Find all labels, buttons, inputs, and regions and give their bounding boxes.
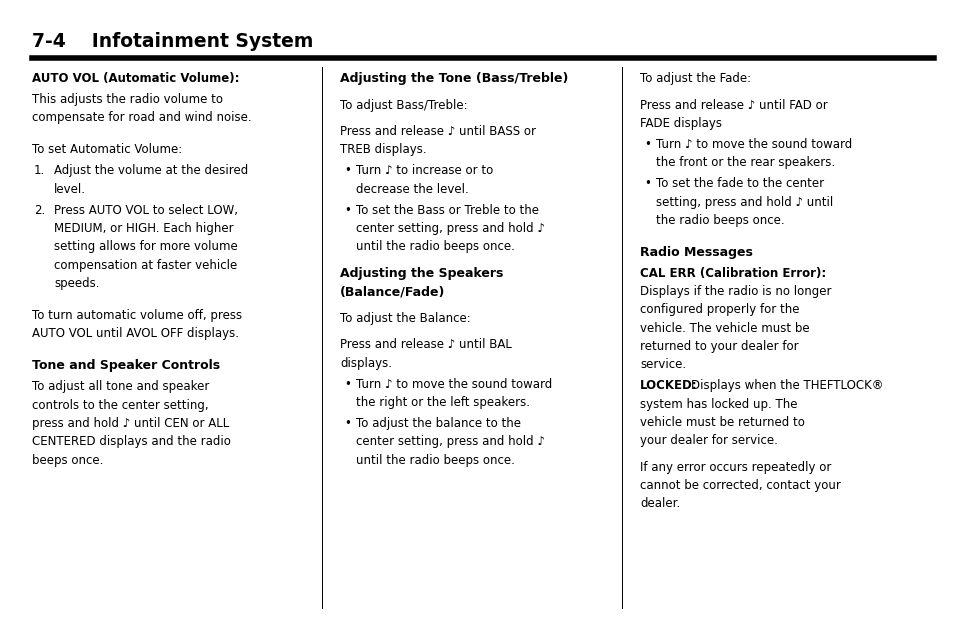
- Text: To adjust the balance to the: To adjust the balance to the: [355, 417, 520, 430]
- Text: To adjust Bass/Treble:: To adjust Bass/Treble:: [339, 98, 467, 112]
- Text: service.: service.: [639, 359, 685, 371]
- Text: •: •: [344, 417, 351, 430]
- Text: To adjust the Balance:: To adjust the Balance:: [339, 312, 470, 325]
- Text: •: •: [643, 138, 650, 151]
- Text: FADE displays: FADE displays: [639, 117, 721, 130]
- Text: To adjust all tone and speaker: To adjust all tone and speaker: [32, 380, 209, 394]
- Text: •: •: [344, 378, 351, 390]
- Text: •: •: [643, 177, 650, 190]
- Text: To set the fade to the center: To set the fade to the center: [656, 177, 823, 190]
- Text: Turn ♪ to move the sound toward: Turn ♪ to move the sound toward: [656, 138, 851, 151]
- Text: CAL ERR (Calibration Error):: CAL ERR (Calibration Error):: [639, 267, 825, 280]
- Text: To turn automatic volume off, press: To turn automatic volume off, press: [32, 309, 242, 322]
- Text: AUTO VOL (Automatic Volume):: AUTO VOL (Automatic Volume):: [32, 72, 239, 85]
- Text: controls to the center setting,: controls to the center setting,: [32, 399, 209, 412]
- Text: displays.: displays.: [339, 357, 392, 369]
- Text: your dealer for service.: your dealer for service.: [639, 434, 777, 447]
- Text: Turn ♪ to increase or to: Turn ♪ to increase or to: [355, 165, 493, 177]
- Text: AUTO VOL until AVOL OFF displays.: AUTO VOL until AVOL OFF displays.: [32, 327, 239, 340]
- Text: speeds.: speeds.: [54, 277, 99, 290]
- Text: Adjust the volume at the desired: Adjust the volume at the desired: [54, 165, 248, 177]
- Text: LOCKED:: LOCKED:: [639, 380, 697, 392]
- Text: 1.: 1.: [34, 165, 45, 177]
- Text: returned to your dealer for: returned to your dealer for: [639, 340, 798, 353]
- Text: the radio beeps once.: the radio beeps once.: [656, 214, 783, 227]
- Text: Press and release ♪ until BAL: Press and release ♪ until BAL: [339, 338, 512, 352]
- Text: press and hold ♪ until CEN or ALL: press and hold ♪ until CEN or ALL: [32, 417, 229, 430]
- Text: TREB displays.: TREB displays.: [339, 144, 426, 156]
- Text: cannot be corrected, contact your: cannot be corrected, contact your: [639, 479, 840, 492]
- Text: the right or the left speakers.: the right or the left speakers.: [355, 396, 530, 409]
- Text: beeps once.: beeps once.: [32, 454, 103, 466]
- Text: •: •: [344, 165, 351, 177]
- Text: Adjusting the Speakers: Adjusting the Speakers: [339, 267, 503, 280]
- Text: 7-4    Infotainment System: 7-4 Infotainment System: [32, 32, 313, 51]
- Text: Press AUTO VOL to select LOW,: Press AUTO VOL to select LOW,: [54, 204, 237, 217]
- Text: To set Automatic Volume:: To set Automatic Volume:: [32, 144, 182, 156]
- Text: center setting, press and hold ♪: center setting, press and hold ♪: [355, 435, 544, 449]
- Text: CENTERED displays and the radio: CENTERED displays and the radio: [32, 435, 231, 449]
- Text: compensate for road and wind noise.: compensate for road and wind noise.: [32, 112, 252, 124]
- Text: To set the Bass or Treble to the: To set the Bass or Treble to the: [355, 204, 538, 217]
- Text: center setting, press and hold ♪: center setting, press and hold ♪: [355, 222, 544, 235]
- Text: MEDIUM, or HIGH. Each higher: MEDIUM, or HIGH. Each higher: [54, 222, 233, 235]
- Text: This adjusts the radio volume to: This adjusts the radio volume to: [32, 93, 223, 106]
- Text: To adjust the Fade:: To adjust the Fade:: [639, 72, 750, 85]
- Text: Radio Messages: Radio Messages: [639, 246, 752, 259]
- Text: (Balance/Fade): (Balance/Fade): [339, 285, 445, 298]
- Text: vehicle. The vehicle must be: vehicle. The vehicle must be: [639, 322, 809, 335]
- Text: If any error occurs repeatedly or: If any error occurs repeatedly or: [639, 461, 830, 474]
- Text: Displays if the radio is no longer: Displays if the radio is no longer: [639, 285, 831, 298]
- Text: Turn ♪ to move the sound toward: Turn ♪ to move the sound toward: [355, 378, 552, 390]
- Text: configured properly for the: configured properly for the: [639, 304, 799, 316]
- Text: dealer.: dealer.: [639, 498, 679, 510]
- Text: Displays when the THEFTLOCK®: Displays when the THEFTLOCK®: [691, 380, 882, 392]
- Text: Press and release ♪ until BASS or: Press and release ♪ until BASS or: [339, 125, 536, 138]
- Text: 2.: 2.: [34, 204, 45, 217]
- Text: the front or the rear speakers.: the front or the rear speakers.: [656, 156, 834, 169]
- Text: setting allows for more volume: setting allows for more volume: [54, 241, 237, 253]
- Text: decrease the level.: decrease the level.: [355, 182, 468, 196]
- Text: •: •: [344, 204, 351, 217]
- Text: until the radio beeps once.: until the radio beeps once.: [355, 241, 515, 253]
- Text: Adjusting the Tone (Bass/Treble): Adjusting the Tone (Bass/Treble): [339, 72, 568, 85]
- Text: until the radio beeps once.: until the radio beeps once.: [355, 454, 515, 466]
- Text: setting, press and hold ♪ until: setting, press and hold ♪ until: [656, 195, 832, 209]
- Text: compensation at faster vehicle: compensation at faster vehicle: [54, 258, 237, 272]
- Text: Press and release ♪ until FAD or: Press and release ♪ until FAD or: [639, 98, 827, 112]
- Text: vehicle must be returned to: vehicle must be returned to: [639, 416, 804, 429]
- Text: level.: level.: [54, 182, 86, 196]
- Text: system has locked up. The: system has locked up. The: [639, 397, 797, 411]
- Text: Tone and Speaker Controls: Tone and Speaker Controls: [32, 359, 220, 373]
